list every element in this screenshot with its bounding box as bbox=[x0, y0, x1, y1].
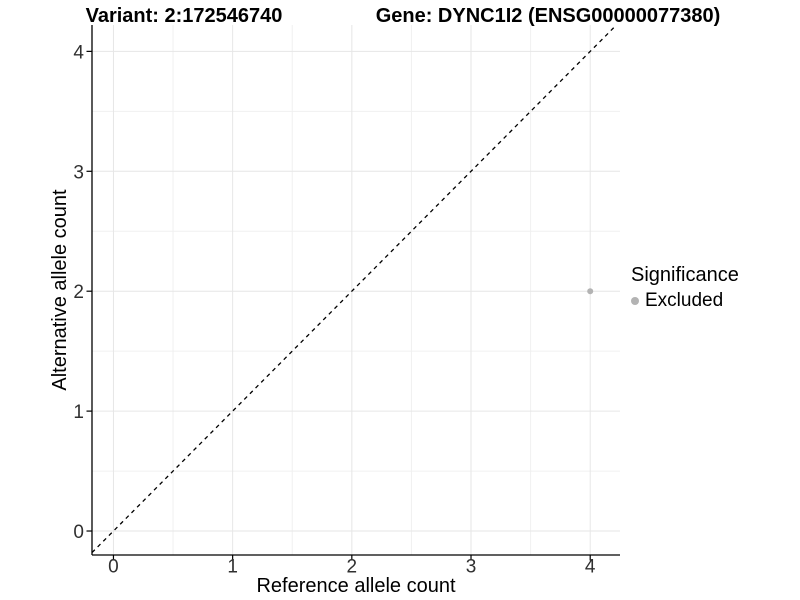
x-tick-label: 2 bbox=[347, 557, 358, 578]
legend: Significance Excluded bbox=[631, 264, 739, 312]
x-tick-label: 3 bbox=[466, 557, 477, 578]
x-tick-label: 0 bbox=[108, 557, 119, 578]
data-point-excluded bbox=[587, 288, 594, 295]
plot-title-variant: Variant: 2:172546740 bbox=[85, 5, 283, 27]
plot-title-gene: Gene: DYNC1I2 (ENSG00000077380) bbox=[375, 5, 721, 27]
y-tick-label: 1 bbox=[73, 402, 84, 423]
legend-entry-excluded: Excluded bbox=[631, 290, 739, 312]
identity-line bbox=[91, 24, 617, 554]
y-tick-label: 4 bbox=[73, 42, 84, 63]
x-axis-title: Reference allele count bbox=[256, 575, 456, 597]
y-tick-label: 0 bbox=[73, 522, 84, 543]
x-tick-label: 1 bbox=[227, 557, 238, 578]
legend-title: Significance bbox=[631, 264, 739, 286]
y-axis-title: Alternative allele count bbox=[49, 189, 71, 391]
x-tick-label: 4 bbox=[585, 557, 596, 578]
y-tick-label: 3 bbox=[73, 162, 84, 183]
legend-key-dot bbox=[631, 297, 639, 305]
legend-entry-label: Excluded bbox=[645, 290, 724, 311]
y-tick-label: 2 bbox=[73, 282, 84, 303]
